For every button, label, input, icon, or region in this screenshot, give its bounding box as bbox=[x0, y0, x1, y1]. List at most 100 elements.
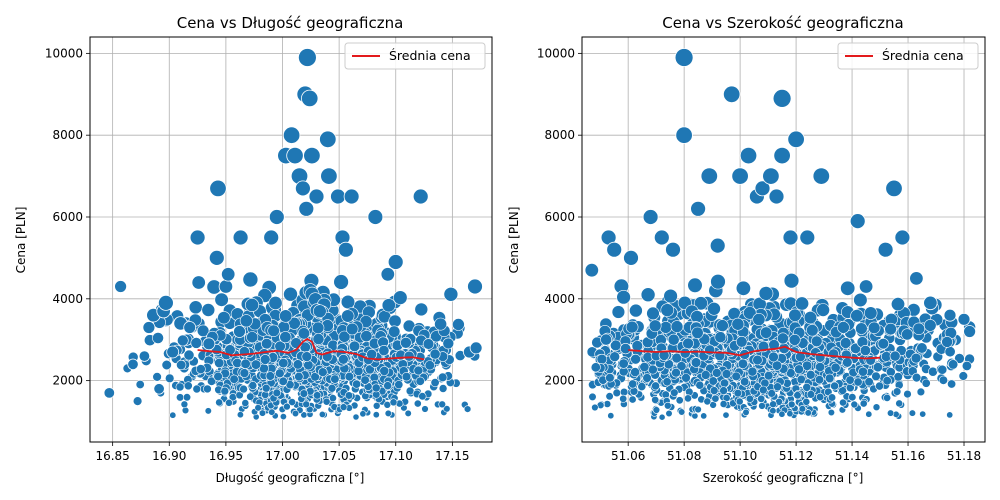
data-point bbox=[802, 397, 811, 406]
data-point bbox=[855, 322, 868, 335]
data-point bbox=[937, 364, 948, 375]
data-point bbox=[946, 411, 954, 419]
data-point bbox=[208, 249, 225, 266]
data-point bbox=[152, 372, 162, 382]
data-point bbox=[629, 303, 643, 318]
data-point bbox=[787, 400, 796, 409]
data-point bbox=[297, 48, 317, 67]
x-tick-label: 51.12 bbox=[779, 449, 813, 463]
data-point bbox=[312, 333, 325, 345]
data-point bbox=[694, 405, 702, 414]
data-point bbox=[928, 366, 938, 377]
data-point bbox=[292, 359, 304, 370]
data-point bbox=[806, 390, 816, 399]
data-point bbox=[588, 392, 597, 402]
x-tick-label: 17.00 bbox=[265, 449, 299, 463]
data-point bbox=[742, 408, 750, 417]
data-point bbox=[380, 267, 396, 282]
data-point bbox=[758, 385, 768, 395]
data-point bbox=[771, 360, 783, 371]
data-point bbox=[169, 411, 177, 419]
data-point bbox=[401, 372, 412, 382]
data-point bbox=[596, 353, 608, 365]
data-point bbox=[584, 263, 600, 278]
data-point bbox=[859, 399, 868, 408]
data-point bbox=[859, 344, 871, 356]
data-point bbox=[236, 411, 244, 419]
data-point bbox=[259, 354, 271, 365]
data-point bbox=[827, 408, 836, 417]
data-point bbox=[463, 405, 472, 413]
data-point bbox=[294, 180, 311, 197]
data-point bbox=[429, 348, 441, 360]
data-point bbox=[240, 358, 251, 369]
data-point bbox=[138, 350, 151, 362]
data-point bbox=[758, 402, 766, 410]
data-point bbox=[333, 274, 349, 290]
data-point bbox=[796, 374, 806, 385]
data-point bbox=[886, 409, 895, 417]
data-point bbox=[176, 359, 187, 371]
data-point bbox=[220, 386, 230, 396]
data-point bbox=[923, 319, 937, 332]
data-point bbox=[367, 209, 384, 225]
data-point bbox=[312, 304, 327, 319]
data-point bbox=[290, 337, 302, 349]
data-point bbox=[327, 383, 337, 393]
data-point bbox=[268, 209, 285, 225]
data-point bbox=[722, 411, 730, 419]
data-point bbox=[294, 371, 304, 382]
x-tick-label: 17.10 bbox=[379, 449, 413, 463]
data-point bbox=[679, 347, 691, 359]
data-point bbox=[274, 368, 285, 379]
data-point bbox=[858, 279, 874, 294]
data-point bbox=[903, 389, 912, 399]
data-point bbox=[180, 400, 189, 409]
data-point bbox=[690, 310, 704, 324]
data-point bbox=[384, 409, 392, 418]
data-point bbox=[830, 362, 841, 373]
y-tick-label: 6000 bbox=[52, 210, 83, 224]
data-point bbox=[787, 130, 805, 149]
legend-box-longitude bbox=[344, 42, 486, 70]
data-point bbox=[282, 126, 301, 144]
data-point bbox=[607, 412, 615, 420]
data-point bbox=[414, 302, 429, 317]
data-point bbox=[704, 344, 716, 356]
data-point bbox=[769, 407, 777, 415]
data-point bbox=[360, 375, 370, 385]
data-point bbox=[364, 364, 375, 375]
data-point bbox=[816, 303, 830, 317]
data-point bbox=[958, 371, 968, 381]
data-point bbox=[850, 309, 864, 323]
data-point bbox=[839, 337, 852, 349]
data-point bbox=[853, 377, 863, 387]
data-point bbox=[629, 386, 639, 396]
data-point bbox=[371, 383, 381, 393]
data-point bbox=[372, 411, 380, 419]
data-point bbox=[605, 373, 615, 383]
data-point bbox=[338, 330, 351, 343]
data-point bbox=[767, 389, 776, 398]
data-point bbox=[769, 400, 777, 409]
data-point bbox=[711, 394, 720, 403]
data-point bbox=[389, 398, 398, 407]
data-point bbox=[647, 364, 658, 375]
data-point bbox=[278, 358, 289, 369]
data-point bbox=[735, 280, 751, 296]
x-tick-label: 51.10 bbox=[723, 449, 757, 463]
legend-longitude: Średnia cena bbox=[344, 42, 486, 70]
data-point bbox=[662, 377, 672, 387]
data-point bbox=[865, 410, 873, 418]
data-point bbox=[700, 370, 711, 380]
data-point bbox=[279, 331, 292, 344]
data-point bbox=[272, 388, 281, 398]
data-point bbox=[883, 393, 892, 402]
data-point bbox=[232, 229, 249, 246]
data-point bbox=[845, 375, 855, 385]
data-point bbox=[786, 410, 794, 418]
data-point bbox=[191, 275, 206, 290]
data-point bbox=[239, 368, 250, 378]
data-point bbox=[265, 371, 275, 381]
data-point bbox=[737, 358, 749, 369]
